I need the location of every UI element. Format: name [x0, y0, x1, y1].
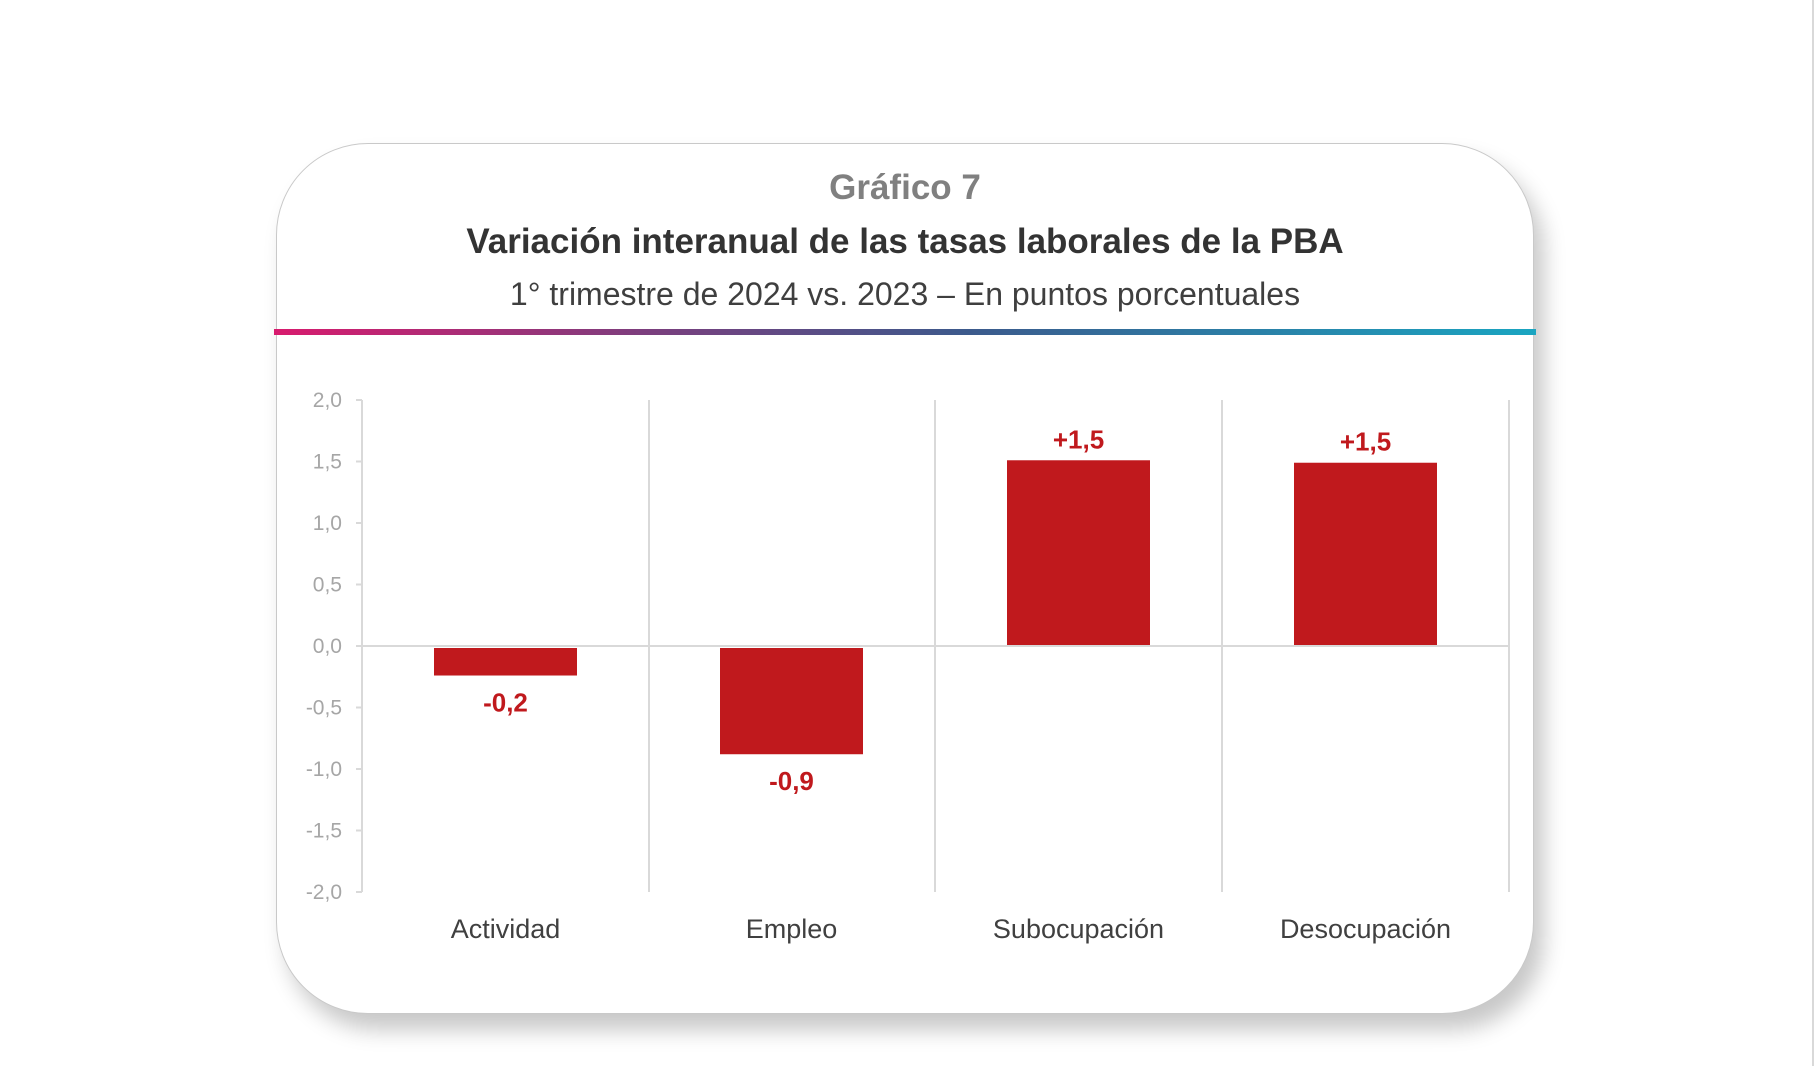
bar-subocupación [1007, 460, 1150, 645]
y-tick-label: 1,0 [313, 512, 342, 535]
data-label: -0,2 [483, 688, 528, 718]
data-label: -0,9 [769, 766, 814, 796]
y-axis: 2,0 1,5 1,0 0,5 0,0 -0,5 -1,0 -1,5 -2,0 [306, 389, 1509, 904]
chart-card: Gráfico 7 Variación interanual de las ta… [276, 143, 1534, 1014]
y-tick-label: -1,5 [306, 820, 342, 843]
chart-kicker: Gráfico 7 [829, 168, 981, 207]
bars [434, 460, 1437, 755]
y-tick-label: 0,5 [313, 574, 342, 597]
page-edge-divider [1812, 0, 1814, 1066]
gradient-divider [274, 329, 1536, 335]
category-label: Desocupación [1280, 914, 1451, 944]
y-tick-label: -1,0 [306, 758, 342, 781]
category-label: Empleo [746, 914, 838, 944]
bar-empleo [720, 648, 863, 755]
category-label: Subocupación [993, 914, 1164, 944]
chart-title: Variación interanual de las tasas labora… [466, 222, 1344, 261]
data-label: +1,5 [1053, 424, 1104, 454]
y-tick-label: -0,5 [306, 697, 342, 720]
x-axis-categories: Actividad Empleo Subocupación Desocupación [451, 914, 1451, 944]
bar-actividad [434, 648, 577, 676]
category-label: Actividad [451, 914, 561, 944]
y-tick-label: 2,0 [313, 389, 342, 412]
y-tick-label: 1,5 [313, 451, 342, 474]
data-labels: -0,2 -0,9 +1,5 +1,5 [483, 424, 1391, 796]
data-label: +1,5 [1340, 427, 1391, 457]
bar-desocupación [1294, 462, 1437, 645]
y-tick-label: -2,0 [306, 881, 342, 904]
y-tick-label: 0,0 [313, 635, 342, 658]
chart-subtitle: 1° trimestre de 2024 vs. 2023 – En punto… [509, 276, 1301, 312]
